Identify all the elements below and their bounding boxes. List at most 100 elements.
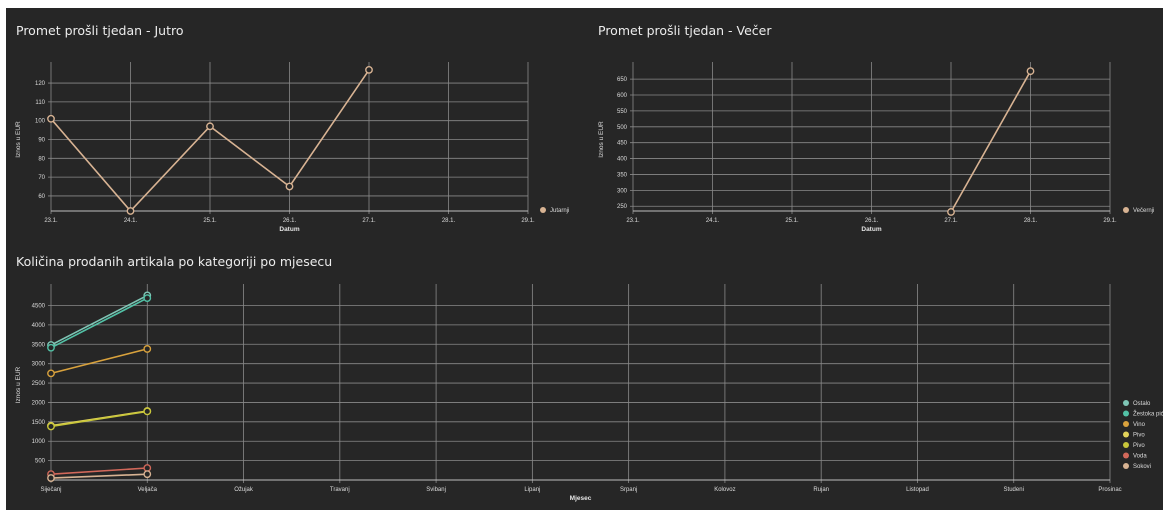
monthly-x-tick-label: Studeni (1004, 487, 1024, 493)
evening-x-tick-label: 28.1. (1024, 218, 1038, 224)
monthly-series-line (50, 410, 148, 428)
morning-y-axis-title: Iznos u EUR (15, 121, 22, 158)
monthly-series-line (50, 467, 148, 475)
evening-legend-marker (1123, 207, 1129, 213)
monthly-legend-marker (1123, 442, 1129, 448)
evening-line-chart: 250 300 350 400 450 500 550 600 650 23.1. 24.1. 25.… (598, 62, 1154, 233)
morning-y-tick-label: 110 (35, 100, 45, 106)
monthly-legend-label: Pivo (1133, 443, 1145, 449)
evening-y-tick-label: 300 (617, 188, 628, 194)
morning-legend-marker (540, 207, 546, 213)
morning-x-tick-label: 24.1. (124, 218, 138, 224)
morning-y-tick-label: 70 (38, 175, 45, 181)
monthly-legend-label: Voda (1133, 454, 1147, 460)
morning-y-tick-label: 120 (35, 81, 46, 87)
monthly-y-tick-label: 1500 (32, 420, 46, 426)
evening-y-tick-label: 500 (617, 125, 628, 131)
monthly-x-tick-label: Listopad (906, 487, 929, 493)
monthly-series-line (50, 297, 148, 349)
monthly-data-point (143, 464, 152, 472)
monthly-y-tick-label: 3500 (32, 342, 46, 348)
morning-data-point (47, 114, 55, 123)
monthly-chart-title: Količina prodanih artikala po kategoriji… (16, 254, 333, 269)
morning-chart-title: Promet prošli tjedan - Jutro (16, 23, 184, 38)
evening-x-axis-title: Datum (861, 226, 881, 233)
monthly-data-point (143, 470, 152, 479)
monthly-legend-marker (1123, 463, 1129, 469)
morning-x-axis-title: Datum (279, 226, 299, 233)
monthly-legend-marker (1123, 400, 1129, 406)
evening-legend-label: Večernji (1133, 208, 1154, 214)
monthly-legend-marker (1123, 410, 1129, 417)
monthly-data-point (143, 407, 152, 416)
monthly-series-line (50, 473, 148, 479)
evening-y-tick-label: 650 (617, 77, 628, 83)
monthly-legend-marker (1123, 431, 1129, 438)
morning-data-point (206, 122, 214, 131)
monthly-legend-marker (1123, 452, 1129, 459)
evening-y-tick-label: 350 (617, 172, 628, 178)
morning-y-tick-label: 100 (35, 119, 46, 125)
evening-x-tick-label: 27.1. (944, 218, 958, 224)
monthly-x-tick-label: Svibanj (426, 487, 446, 493)
monthly-x-tick-label: Veljača (138, 487, 158, 493)
morning-x-tick-label: 27.1. (362, 218, 376, 224)
morning-data-point (126, 207, 135, 215)
dashboard: Promet prošli tjedan - Jutro Promet proš… (6, 8, 1163, 510)
monthly-x-tick-label: Lipanj (524, 487, 540, 493)
monthly-y-tick-label: 2000 (32, 400, 46, 406)
monthly-series-line (50, 294, 148, 346)
morning-legend-label: Jutarnji (550, 208, 569, 214)
evening-y-tick-label: 550 (617, 109, 628, 115)
evening-y-tick-label: 600 (617, 93, 628, 99)
monthly-legend-label: Pivo (1133, 433, 1145, 439)
evening-x-tick-label: 24.1. (706, 218, 720, 224)
evening-y-tick-label: 250 (617, 204, 628, 210)
monthly-x-tick-label: Kolovoz (714, 487, 735, 493)
monthly-y-tick-label: 3000 (32, 362, 46, 368)
morning-data-point (365, 65, 373, 74)
morning-x-tick-label: 25.1. (203, 218, 217, 224)
monthly-y-tick-label: 1000 (32, 439, 46, 445)
morning-y-tick-label: 60 (38, 194, 45, 200)
monthly-series-line (50, 348, 148, 375)
monthly-data-point (47, 369, 55, 378)
monthly-x-tick-label: Travanj (330, 487, 350, 493)
monthly-data-point (143, 345, 152, 353)
monthly-data-point (47, 343, 55, 352)
monthly-legend-label: Vino (1133, 422, 1146, 428)
monthly-y-tick-label: 2500 (32, 381, 46, 387)
morning-x-tick-label: 26.1. (283, 218, 297, 224)
evening-x-tick-label: 25.1. (785, 218, 799, 224)
monthly-y-tick-label: 4500 (32, 304, 46, 310)
evening-data-point (947, 208, 955, 216)
morning-y-tick-label: 90 (38, 138, 45, 144)
evening-y-tick-label: 450 (617, 141, 628, 147)
monthly-x-axis-title: Mjesec (570, 495, 592, 502)
monthly-legend-marker (1123, 421, 1129, 427)
monthly-x-tick-label: Srpanj (620, 487, 637, 493)
evening-x-tick-label: 29.1. (1103, 218, 1117, 224)
morning-x-tick-label: 23.1. (44, 218, 58, 224)
morning-x-tick-label: 28.1. (442, 218, 456, 224)
morning-data-point (285, 182, 294, 191)
monthly-legend-label: Žestoka pića (1133, 410, 1163, 418)
monthly-x-tick-label: Ožujak (234, 487, 254, 493)
monthly-category-line-chart: 500 1000 1500 2000 2500 3000 3500 4000 4500 Siječ… (15, 284, 1163, 502)
evening-y-tick-label: 400 (617, 157, 628, 163)
morning-line-chart: 60 70 80 90 100 110 120 23.1. 24.1. 25.1. 26.1. 27.… (15, 62, 569, 233)
monthly-data-point (47, 474, 55, 482)
morning-y-tick-label: 80 (38, 156, 45, 162)
monthly-legend-label: Sokovi (1133, 464, 1151, 470)
evening-y-axis-title: Iznos u EUR (598, 121, 605, 158)
monthly-x-tick-label: Rujan (813, 487, 829, 493)
monthly-data-point (143, 294, 152, 303)
monthly-x-tick-label: Siječanj (40, 487, 61, 493)
evening-series-line (950, 70, 1032, 213)
monthly-x-tick-label: Prosinac (1098, 487, 1121, 493)
evening-x-tick-label: 23.1. (626, 218, 640, 224)
monthly-y-axis-title: Iznos u EUR (15, 366, 22, 403)
monthly-y-tick-label: 4000 (32, 323, 46, 329)
monthly-legend-label: Ostalo (1133, 401, 1151, 407)
evening-chart-title: Promet prošli tjedan - Večer (598, 23, 772, 38)
